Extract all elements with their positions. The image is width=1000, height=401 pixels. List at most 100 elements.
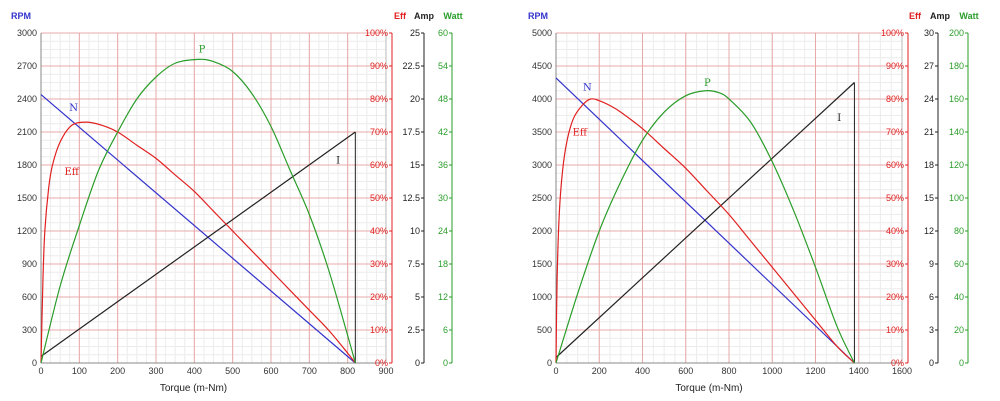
watt-tick-label: 60 xyxy=(954,259,964,269)
eff-tick-label: 0% xyxy=(375,358,388,368)
series-p-line xyxy=(40,58,356,364)
x-tick-label: 200 xyxy=(592,366,607,376)
eff-tick-label: 10% xyxy=(886,325,904,335)
watt-tick-label: 0 xyxy=(443,358,448,368)
series-eff-line xyxy=(40,121,356,364)
eff-tick-label: 90% xyxy=(370,61,388,71)
eff-axis-title: Eff xyxy=(394,11,407,21)
rpm-tick-label: 3500 xyxy=(532,127,552,137)
watt-tick-label: 100 xyxy=(949,193,964,203)
watt-tick-label: 42 xyxy=(438,127,448,137)
x-tick-label: 1400 xyxy=(849,366,869,376)
rpm-tick-label: 1200 xyxy=(17,226,37,236)
watt-tick-label: 30 xyxy=(438,193,448,203)
watt-tick-label: 20 xyxy=(954,325,964,335)
watt-tick-label: 6 xyxy=(443,325,448,335)
amp-tick-label: 6 xyxy=(929,292,934,302)
chart-panel-2: 0 200 400 600 800 1000 12 0 0 1400 1600 Torque (m-N… xyxy=(528,11,979,394)
watt-tick-label: 180 xyxy=(949,61,964,71)
amp-tick-label: 21 xyxy=(924,127,934,137)
amp-tick-label: 9 xyxy=(929,259,934,269)
eff-tick-label: 40% xyxy=(886,226,904,236)
watt-tick-label: 40 xyxy=(954,292,964,302)
amp-tick-label: 7.5 xyxy=(407,259,420,269)
rpm-tick-label: 3000 xyxy=(532,160,552,170)
series-i-line xyxy=(555,82,855,358)
amp-tick-label: 2.5 xyxy=(407,325,420,335)
amp-tick-label: 12 xyxy=(924,226,934,236)
x-tick-label: 0 xyxy=(553,366,558,376)
eff-tick-label: 100% xyxy=(365,28,388,38)
amp-tick-label: 0 xyxy=(929,358,934,368)
eff-tick-label: 30% xyxy=(886,259,904,269)
amp-tick-label: 10 xyxy=(410,226,420,236)
rpm-tick-label: 4000 xyxy=(532,94,552,104)
eff-tick-label: 30% xyxy=(370,259,388,269)
eff-tick-label: 80% xyxy=(370,94,388,104)
x-tick-label: 200 xyxy=(110,366,125,376)
eff-tick-label: 50% xyxy=(886,193,904,203)
x-tick-label: 600 xyxy=(678,366,693,376)
amp-tick-label: 27 xyxy=(924,61,934,71)
amp-tick-label: 22.5 xyxy=(402,61,420,71)
watt-tick-label: 0 xyxy=(959,358,964,368)
x-tick-label: 800 xyxy=(721,366,736,376)
x-axis-label: Torque (m-Nm) xyxy=(160,383,227,394)
x-tick-label: 1000 xyxy=(762,366,782,376)
amp-tick-label: 15 xyxy=(924,193,934,203)
grid xyxy=(40,32,387,364)
curve-label-p: P xyxy=(199,44,206,55)
x-tick-label: 500 xyxy=(225,366,240,376)
watt-tick-label: 12 xyxy=(438,292,448,302)
rpm-tick-label: 900 xyxy=(22,259,37,269)
watt-tick-label: 80 xyxy=(954,226,964,236)
x-tick-label: 300 xyxy=(148,366,163,376)
rpm-tick-label: 300 xyxy=(22,325,37,335)
eff-tick-label: 0% xyxy=(891,358,904,368)
eff-tick-label: 60% xyxy=(886,160,904,170)
amp-tick-label: 3 xyxy=(929,325,934,335)
amp-tick-label: 12.5 xyxy=(402,193,420,203)
series-eff-line xyxy=(555,98,855,364)
eff-tick-label: 50% xyxy=(370,193,388,203)
curve-label-n: N xyxy=(583,82,592,93)
watt-axis-title: Watt xyxy=(443,11,462,21)
amp-tick-label: 25 xyxy=(410,28,420,38)
rpm-tick-label: 500 xyxy=(537,325,552,335)
amp-tick-label: 0 xyxy=(415,358,420,368)
rpm-tick-label: 1800 xyxy=(17,160,37,170)
amp-tick-label: 17.5 xyxy=(402,127,420,137)
eff-tick-label: 80% xyxy=(886,94,904,104)
curve-label-n: N xyxy=(69,103,78,114)
rpm-tick-label: 2100 xyxy=(17,127,37,137)
eff-tick-label: 10% xyxy=(370,325,388,335)
rpm-tick-label: 2000 xyxy=(532,226,552,236)
rpm-tick-label: 5000 xyxy=(532,28,552,38)
rpm-tick-label: 3000 xyxy=(17,28,37,38)
eff-axis-title: Eff xyxy=(909,11,922,21)
rpm-tick-label: 600 xyxy=(22,292,37,302)
amp-tick-label: 5 xyxy=(415,292,420,302)
rpm-tick-label: 4500 xyxy=(532,61,552,71)
x-tick-label: 400 xyxy=(635,366,650,376)
eff-tick-label: 70% xyxy=(370,127,388,137)
watt-tick-label: 60 xyxy=(438,28,448,38)
curve-label-eff: Eff xyxy=(573,127,588,138)
curve-label-i: I xyxy=(336,156,340,167)
watt-tick-label: 18 xyxy=(438,259,448,269)
rpm-tick-label: 1500 xyxy=(532,259,552,269)
amp-tick-label: 20 xyxy=(410,94,420,104)
watt-tick-label: 160 xyxy=(949,94,964,104)
eff-tick-label: 40% xyxy=(370,226,388,236)
rpm-axis-title: RPM xyxy=(528,11,548,21)
curve-label-p: P xyxy=(704,78,711,89)
x-tick-label: 800 xyxy=(340,366,355,376)
rpm-axis-title: RPM xyxy=(11,11,31,21)
curve-label-eff: Eff xyxy=(64,167,79,178)
x-tick-label: 1600 xyxy=(892,366,912,376)
x-axis-label: Torque (m-Nm) xyxy=(675,383,742,394)
rpm-tick-label: 2500 xyxy=(532,193,552,203)
eff-tick-label: 60% xyxy=(370,160,388,170)
series-n-line xyxy=(40,94,356,364)
